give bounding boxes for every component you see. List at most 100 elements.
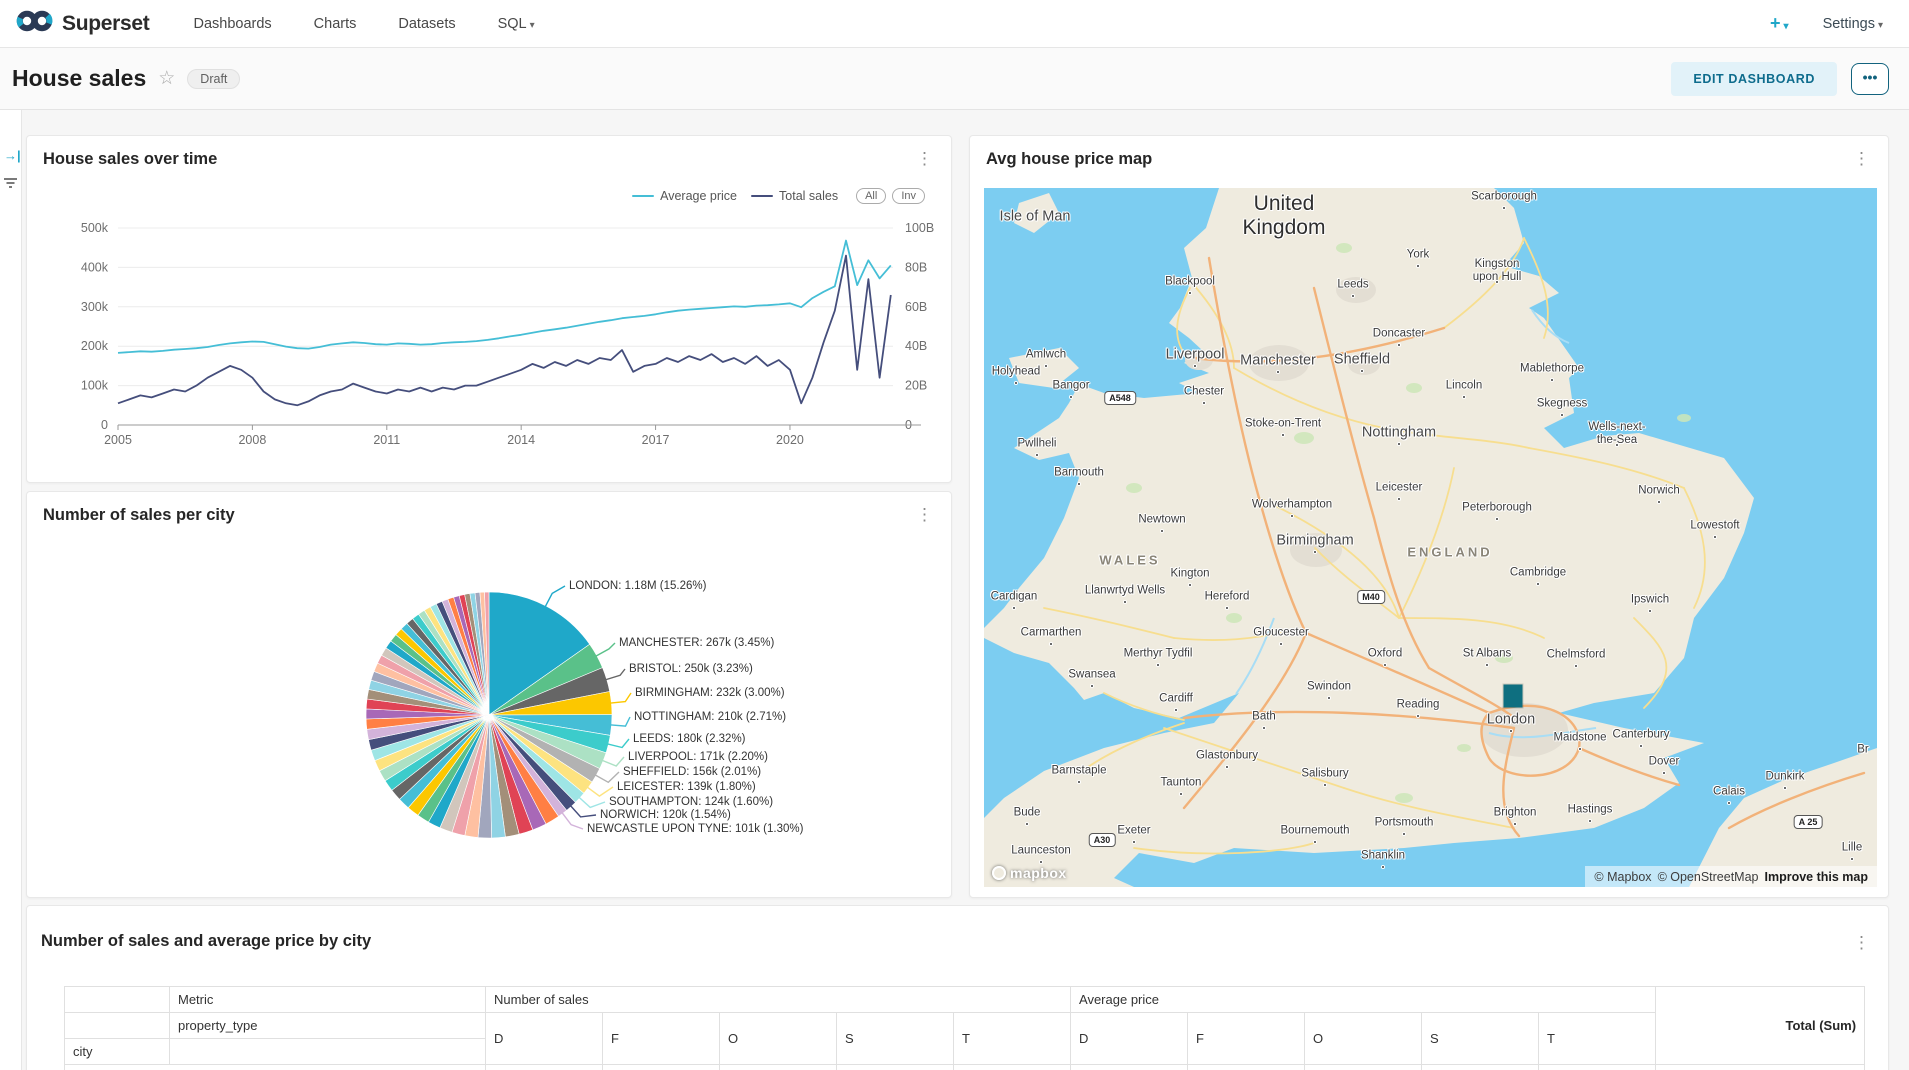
filter-funnel-icon[interactable]	[3, 176, 18, 195]
map-place-dot	[1225, 765, 1229, 769]
chart-title: Number of sales per city	[43, 506, 235, 524]
pie-leader-line	[604, 668, 626, 681]
dashboard-more-menu-button[interactable]: •••	[1851, 62, 1889, 95]
map-place-dot	[1462, 395, 1466, 399]
map-place-dot	[1495, 517, 1499, 521]
map-place-label: Cardigan	[990, 590, 1038, 603]
map-place-label: Cambridge	[1509, 566, 1567, 579]
map-place-dot	[1783, 786, 1787, 790]
property-type-col-header: O	[1304, 1012, 1423, 1065]
pie-label-sheffield: SHEFFIELD: 156k (2.01%)	[623, 766, 762, 778]
map-place-label: WALES	[1099, 552, 1161, 568]
map-data-marker-london[interactable]	[1503, 684, 1523, 708]
map-place-label: Lowestoft	[1690, 519, 1740, 532]
pie-label-liverpool: LIVERPOOL: 171k (2.20%)	[628, 751, 768, 763]
map-place-label: Dunkirk	[1765, 770, 1805, 783]
map-place-dot	[1513, 822, 1517, 826]
map-place-dot	[1290, 514, 1294, 518]
map-place-label: Scarborough	[1471, 190, 1537, 203]
property-type-col-header: T	[1538, 1012, 1657, 1065]
map-place-label: Exeter	[1117, 824, 1151, 837]
map-place-label: Reading	[1396, 698, 1440, 711]
x-axis-tick: 2014	[507, 433, 535, 447]
map-place-label: Gloucester	[1253, 626, 1309, 639]
mapbox-attribution-link[interactable]: © Mapbox	[1594, 869, 1652, 884]
pie-slice-other[interactable]	[484, 591, 490, 716]
map-place-dot	[1485, 663, 1489, 667]
osm-attribution-link[interactable]: © OpenStreetMap	[1657, 869, 1759, 884]
map-place-dot	[1383, 663, 1387, 667]
map-place-label: Chester	[1183, 385, 1225, 398]
map-place-dot	[1397, 497, 1401, 501]
property-type-col-header: S	[1421, 1012, 1540, 1065]
map-place-dot	[1012, 606, 1016, 610]
map-place-dot	[1327, 696, 1331, 700]
pie-label-bristol: BRISTOL: 250k (3.23%)	[629, 663, 753, 675]
nav-sql[interactable]: SQL ▾	[497, 15, 535, 32]
settings-menu[interactable]: Settings ▾	[1822, 15, 1883, 32]
map-place-dot	[1132, 840, 1136, 844]
favorite-star-icon[interactable]: ☆	[158, 68, 176, 89]
nav-dashboards[interactable]: Dashboards	[193, 15, 272, 32]
dashboard-header: House sales ☆ Draft EDIT DASHBOARD •••	[0, 48, 1909, 110]
map-place-dot	[1313, 840, 1317, 844]
legend-total-sales[interactable]: Total sales	[751, 189, 838, 203]
map-place-dot	[1588, 819, 1592, 823]
map-place-dot	[1077, 482, 1081, 486]
map-place-label: London	[1486, 711, 1536, 728]
pie-leader-line	[609, 692, 632, 704]
map-place-dot	[1225, 606, 1229, 610]
property-type-col-header: O	[719, 1012, 837, 1065]
map-place-label: Amlwch	[1025, 348, 1067, 361]
map-place-label: Hastings	[1567, 803, 1613, 816]
nav-charts[interactable]: Charts	[313, 15, 357, 32]
pie-leader-line	[569, 804, 597, 818]
map-place-label: Brighton	[1493, 806, 1537, 819]
legend-all-button[interactable]: All	[856, 188, 887, 204]
chart-kebab-menu-icon[interactable]: ⋮	[1853, 149, 1870, 168]
chart-title: House sales over time	[43, 150, 218, 168]
edit-dashboard-button[interactable]: EDIT DASHBOARD	[1671, 61, 1837, 96]
map-place-label: Doncaster	[1372, 327, 1426, 340]
y-axis-left-tick: 0	[101, 418, 108, 432]
map-place-label: Liverpool	[1165, 346, 1225, 363]
map-place-label: Calais	[1713, 785, 1745, 798]
new-item-button[interactable]: + ▾	[1770, 13, 1789, 33]
road-shield-a30: A30	[1088, 833, 1116, 847]
chevron-down-icon: ▾	[529, 19, 535, 31]
improve-map-link[interactable]: Improve this map	[1764, 869, 1869, 884]
nav-menu: Dashboards Charts Datasets SQL ▾	[193, 16, 534, 32]
chart-kebab-menu-icon[interactable]: ⋮	[916, 505, 933, 524]
map-place-dot	[1578, 747, 1582, 751]
chart-kebab-menu-icon[interactable]: ⋮	[916, 149, 933, 168]
property-type-col-header: F	[602, 1012, 720, 1065]
chart-kebab-menu-icon[interactable]: ⋮	[1853, 933, 1870, 952]
map-place-label: Bude	[1013, 806, 1041, 819]
metric-header: Metric	[169, 986, 486, 1013]
metric-value-cell: 539	[485, 1064, 603, 1070]
superset-logo[interactable]: Superset	[16, 9, 150, 38]
map-place-label: Kingston upon Hull	[1472, 257, 1522, 283]
map-place-dot	[1279, 642, 1283, 646]
map-place-label: Salisbury	[1301, 767, 1349, 780]
expand-filter-bar-icon[interactable]: →|	[4, 148, 21, 163]
legend-inv-button[interactable]: Inv	[892, 188, 925, 204]
mapbox-logo[interactable]: mapbox	[992, 865, 1067, 881]
chart-card-avg-house-price-map: Avg house price map ⋮	[969, 135, 1889, 898]
dashboard-title: House sales	[12, 65, 147, 91]
superset-logo-icon	[16, 9, 54, 38]
legend-average-price[interactable]: Average price	[632, 189, 737, 203]
pie-chart[interactable]	[27, 492, 953, 899]
pie-leader-line	[601, 756, 625, 767]
map-place-dot	[1044, 364, 1048, 368]
map-place-dot	[1281, 433, 1285, 437]
map-place-label: Barmouth	[1054, 466, 1104, 479]
legend-line-swatch	[632, 195, 655, 197]
map-place-dot	[1416, 714, 1420, 718]
mapbox-map[interactable]: United Kingdom Scarborough Isle of Man York K…	[984, 188, 1877, 887]
map-place-dot	[1262, 726, 1266, 730]
nav-datasets[interactable]: Datasets	[398, 15, 456, 32]
map-place-dot	[1502, 206, 1506, 210]
map-place-dot	[1615, 443, 1619, 447]
